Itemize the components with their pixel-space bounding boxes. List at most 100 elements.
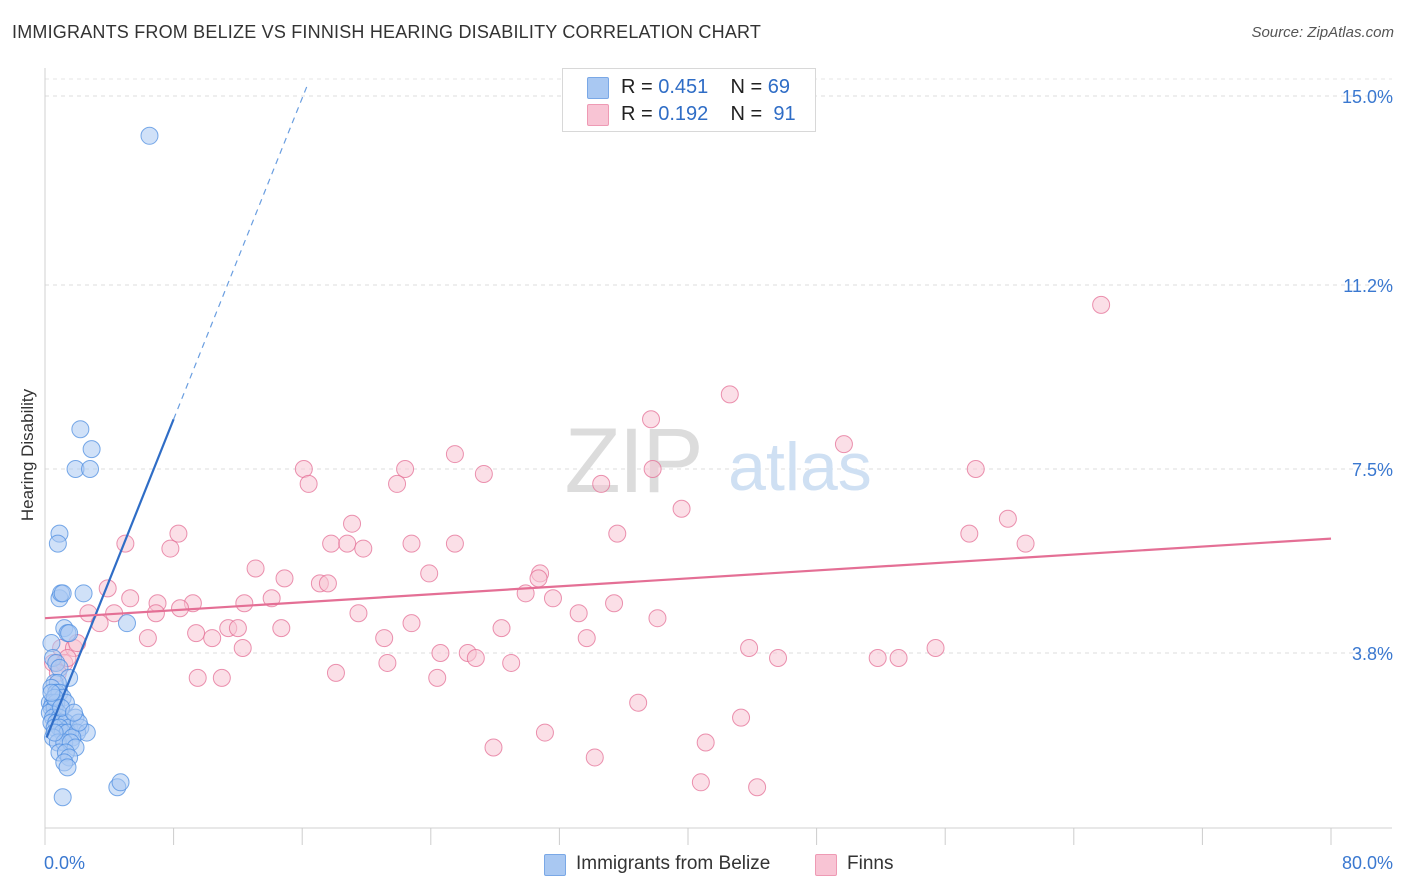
finns-point-66 bbox=[868, 648, 887, 667]
finns-point-58 bbox=[138, 629, 157, 648]
finns-point-80 bbox=[629, 693, 648, 712]
finns-point-28 bbox=[275, 569, 294, 588]
legend-n-value: 91 bbox=[773, 103, 796, 125]
legend-swatch-finns bbox=[587, 104, 609, 126]
finns-point-31 bbox=[529, 569, 548, 588]
finns-point-82 bbox=[535, 723, 554, 742]
finns-point-85 bbox=[585, 748, 604, 767]
finns-point-2 bbox=[642, 410, 661, 429]
finns-point-23 bbox=[354, 539, 373, 558]
legend-r-label: R = bbox=[621, 103, 653, 125]
finns-points bbox=[44, 295, 1111, 797]
finns-point-22 bbox=[338, 534, 357, 553]
finns-point-52 bbox=[402, 614, 421, 633]
finns-point-33 bbox=[318, 574, 337, 593]
bottom-legend-swatch-belize bbox=[544, 854, 566, 876]
finns-point-76 bbox=[212, 668, 231, 687]
finns-point-75 bbox=[188, 668, 207, 687]
bottom-legend-swatch-finns bbox=[815, 854, 837, 876]
y-tick-label-3: 15.0% bbox=[1342, 87, 1393, 107]
legend-r-value: 0.192 bbox=[658, 103, 709, 125]
y-tick-label-1: 7.5% bbox=[1352, 460, 1393, 480]
finns-point-24 bbox=[402, 534, 421, 553]
belize-point-1 bbox=[71, 420, 90, 439]
legend-r-label: R = bbox=[621, 76, 653, 98]
finns-point-37 bbox=[262, 589, 281, 608]
finns-point-17 bbox=[608, 524, 627, 543]
belize-point-9 bbox=[53, 584, 72, 603]
finns-point-53 bbox=[492, 619, 511, 638]
bottom-legend-label-finns: Finns bbox=[847, 853, 894, 874]
finns-point-72 bbox=[378, 653, 397, 672]
finns-point-21 bbox=[322, 534, 341, 553]
finns-point-74 bbox=[326, 663, 345, 682]
belize-point-65 bbox=[42, 683, 61, 702]
finns-point-73 bbox=[502, 653, 521, 672]
y-tick-label-2: 11.2% bbox=[1343, 276, 1393, 296]
finns-point-7 bbox=[474, 464, 493, 483]
finns-point-0 bbox=[1092, 295, 1111, 314]
belize-points bbox=[40, 126, 159, 807]
finns-point-59 bbox=[375, 629, 394, 648]
finns-point-77 bbox=[428, 668, 447, 687]
belize-point-15 bbox=[42, 634, 61, 653]
finns-point-5 bbox=[294, 459, 313, 478]
belize-point-0 bbox=[140, 126, 159, 145]
legend-n-label: N = bbox=[730, 103, 763, 125]
y-axis-label: Hearing Disability bbox=[18, 388, 37, 522]
trend-lines bbox=[44, 85, 1332, 738]
finns-point-3 bbox=[834, 435, 853, 454]
finns-point-20 bbox=[161, 539, 180, 558]
finns-point-26 bbox=[1016, 534, 1035, 553]
axes bbox=[44, 68, 1392, 845]
finns-point-81 bbox=[732, 708, 751, 727]
finns-point-67 bbox=[889, 648, 908, 667]
finns-point-56 bbox=[187, 624, 206, 643]
finns-point-55 bbox=[228, 619, 247, 638]
y-tick-label-0: 3.8% bbox=[1352, 644, 1393, 664]
finns-point-48 bbox=[569, 604, 588, 623]
belize-point-10 bbox=[74, 584, 93, 603]
finns-point-9 bbox=[966, 459, 985, 478]
belize-point-14 bbox=[60, 624, 79, 643]
tick-labels: 3.8% 7.5% 11.2% 15.0% 0.0% 80.0% bbox=[44, 87, 1393, 873]
finns-point-11 bbox=[388, 474, 407, 493]
x-tick-label-max: 80.0% bbox=[1342, 853, 1393, 873]
finns-point-46 bbox=[146, 604, 165, 623]
finns-point-36 bbox=[543, 589, 562, 608]
finns-point-49 bbox=[648, 609, 667, 628]
finns-point-38 bbox=[121, 589, 140, 608]
finns-point-86 bbox=[691, 773, 710, 792]
finns-point-64 bbox=[740, 639, 759, 658]
finns-point-6 bbox=[396, 459, 415, 478]
belize-point-11 bbox=[117, 614, 136, 633]
source-label: Source: ZipAtlas.com bbox=[1251, 24, 1394, 41]
finns-point-65 bbox=[769, 648, 788, 667]
finns-point-87 bbox=[748, 778, 767, 797]
finns-point-27 bbox=[246, 559, 265, 578]
belize-point-62 bbox=[53, 788, 72, 807]
finns-point-13 bbox=[672, 499, 691, 518]
finns-point-68 bbox=[926, 639, 945, 658]
finns-point-84 bbox=[696, 733, 715, 752]
legend-swatch-belize bbox=[587, 77, 609, 99]
x-tick-label-min: 0.0% bbox=[44, 853, 85, 873]
finns-point-16 bbox=[169, 524, 188, 543]
belize-trend-line bbox=[45, 418, 175, 738]
bottom-legend-label-belize: Immigrants from Belize bbox=[576, 853, 771, 874]
finns-point-57 bbox=[203, 629, 222, 648]
finns-point-43 bbox=[171, 599, 190, 618]
correlation-legend: R = 0.451 N = 69 R = 0.192 N = 91 bbox=[562, 68, 816, 132]
finns-point-8 bbox=[643, 459, 662, 478]
belize-trend-extension bbox=[173, 85, 308, 420]
belize-point-4 bbox=[81, 459, 100, 478]
finns-point-61 bbox=[233, 639, 252, 658]
legend-n-label: N = bbox=[730, 76, 763, 98]
belize-point-67 bbox=[64, 703, 83, 722]
finns-point-60 bbox=[577, 629, 596, 648]
finns-point-29 bbox=[420, 564, 439, 583]
finns-point-18 bbox=[960, 524, 979, 543]
finns-point-4 bbox=[445, 445, 464, 464]
finns-point-69 bbox=[431, 644, 450, 662]
